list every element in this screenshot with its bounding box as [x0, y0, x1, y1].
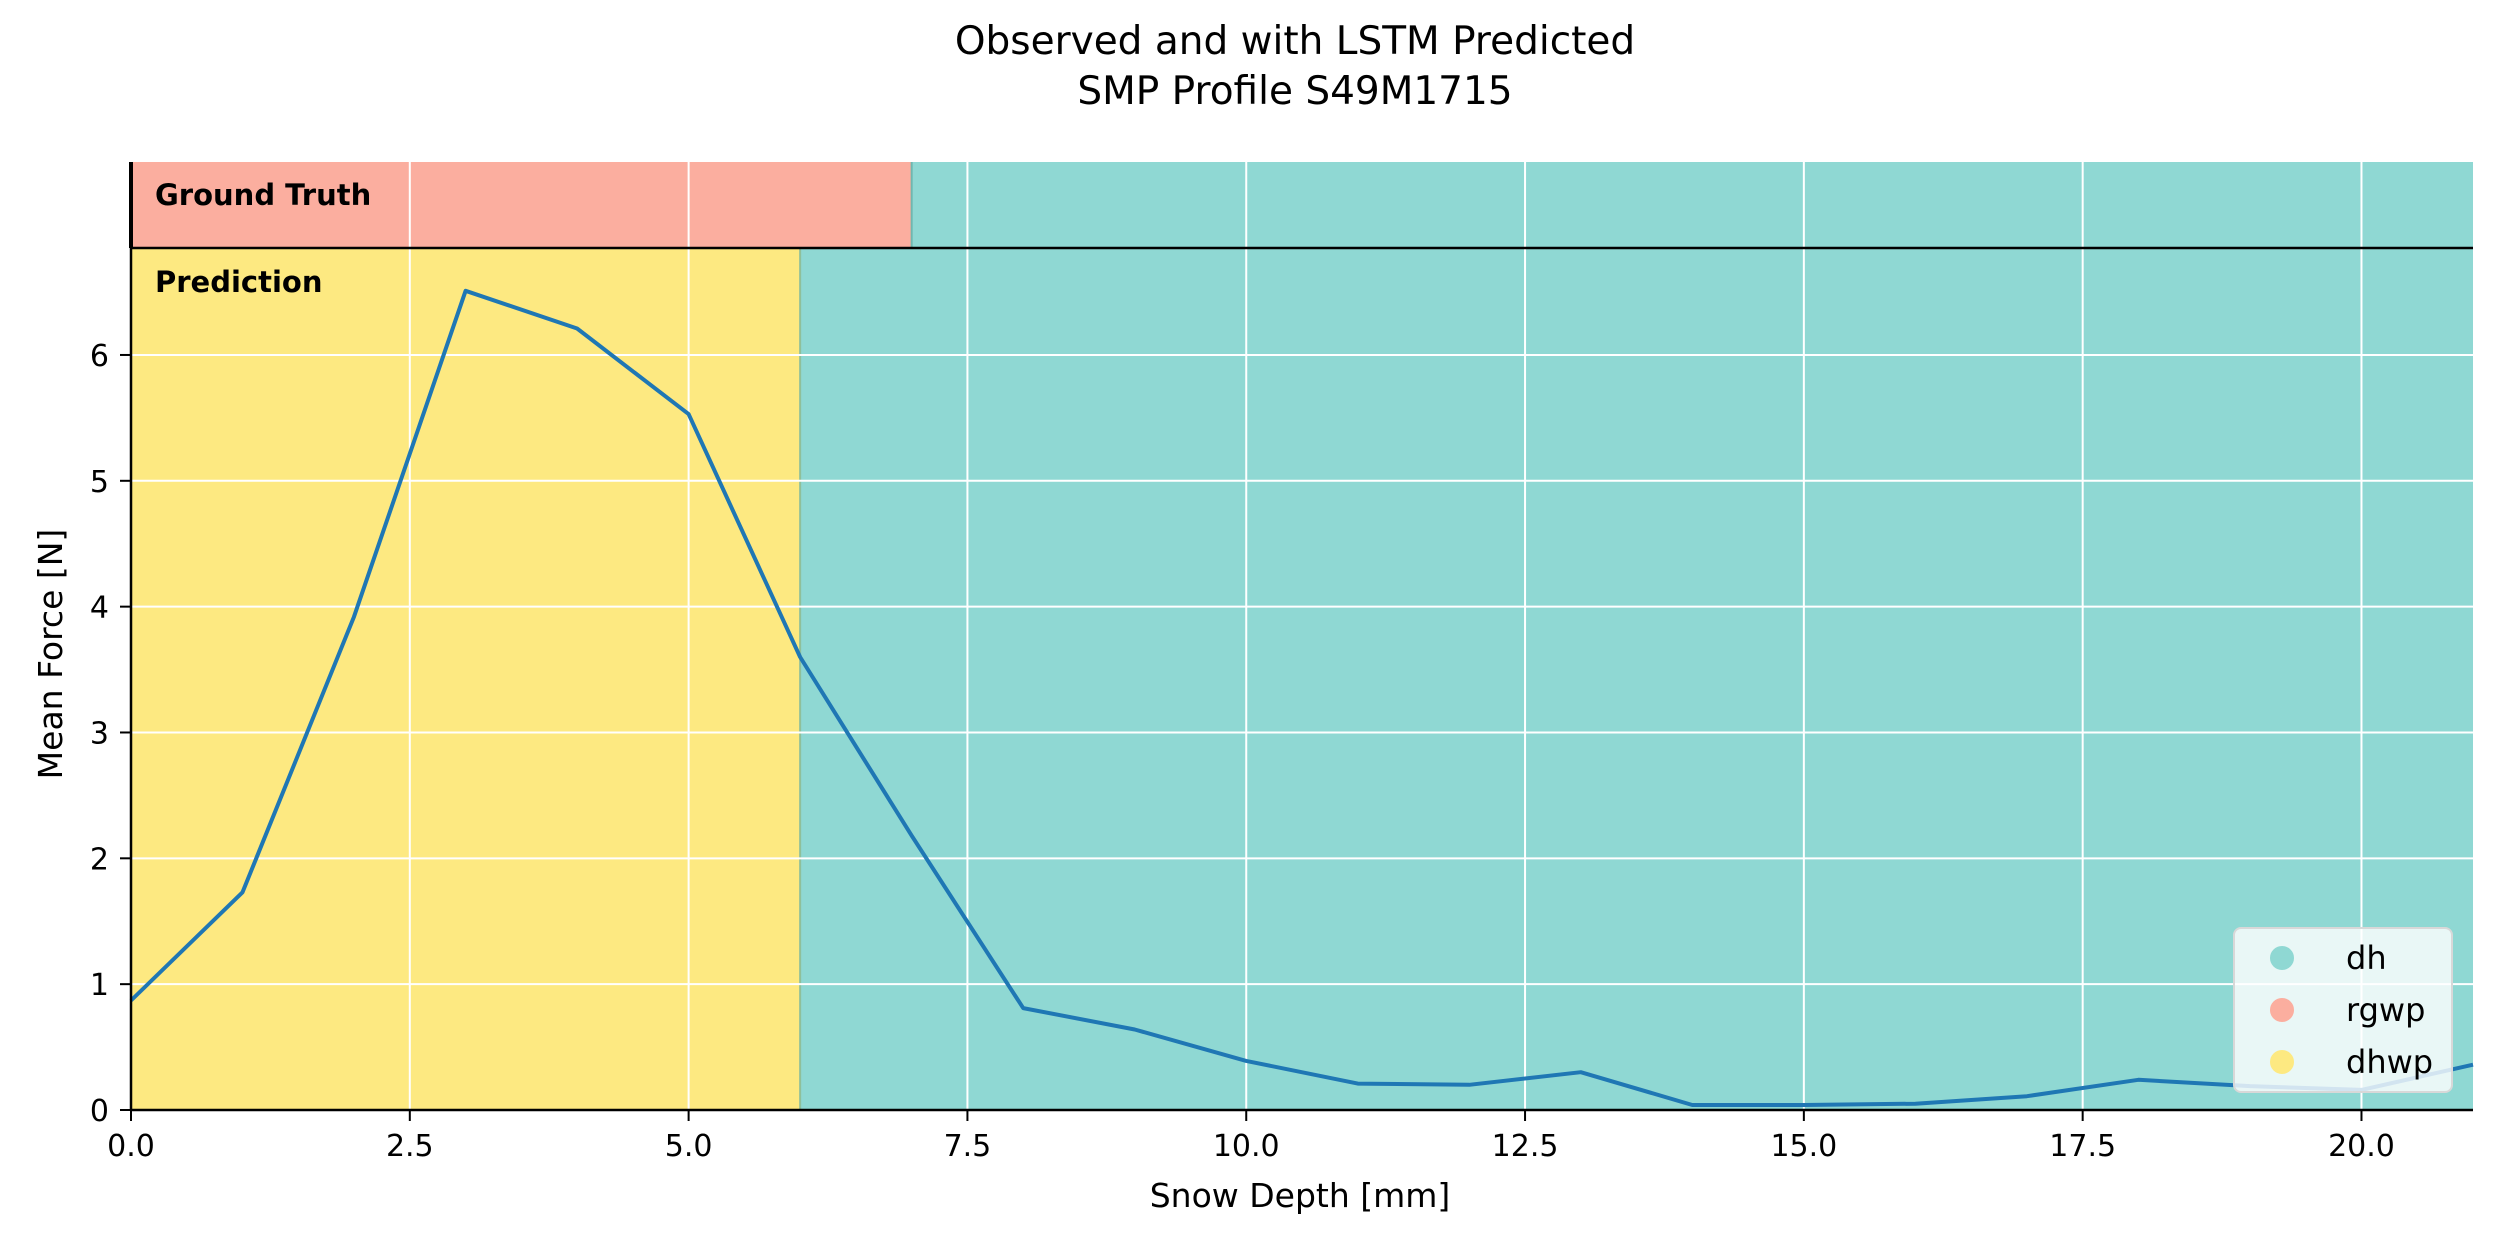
prediction-label: Prediction	[155, 265, 323, 299]
labels: Observed and with LSTM Predicted SMP Pro…	[31, 19, 1635, 1215]
legend-box	[2233, 927, 2453, 1093]
legend-label-dhwp: dhwp	[2346, 1043, 2433, 1081]
y-tick-label: 2	[90, 842, 109, 877]
chart-title-line-1: Observed and with LSTM Predicted	[955, 19, 1635, 64]
prediction-segment-dh	[800, 248, 2474, 1110]
ground-truth-segment-dh	[911, 162, 2473, 248]
chart-title-line-2: SMP Profile S49M1715	[1077, 69, 1512, 114]
y-tick-label: 5	[90, 465, 109, 500]
x-tick-label: 0.0	[107, 1129, 155, 1164]
ground-truth-segment-rgwp	[131, 162, 912, 248]
x-tick-label: 20.0	[2328, 1129, 2395, 1164]
x-tick-label: 17.5	[2049, 1129, 2116, 1164]
legend: dh rgwp dhwp	[2233, 927, 2453, 1093]
x-tick-label: 10.0	[1213, 1129, 1280, 1164]
ground-truth-label: Ground Truth	[155, 178, 371, 212]
y-tick-label: 6	[90, 339, 109, 374]
legend-label-dh: dh	[2346, 939, 2387, 977]
x-tick-label: 12.5	[1492, 1129, 1559, 1164]
legend-label-rgwp: rgwp	[2346, 991, 2425, 1029]
prediction-segment-dhwp	[131, 248, 801, 1110]
legend-marker-rgwp	[2270, 998, 2294, 1022]
axes	[120, 162, 2473, 1121]
tick-labels: 0.0 2.5 5.0 7.5 10.0 12.5 15.0 17.5 20.0 0 1 2 3 4 5 6	[90, 339, 2395, 1164]
legend-marker-dh	[2270, 946, 2294, 970]
x-tick-label: 15.0	[1770, 1129, 1837, 1164]
x-tick-label: 7.5	[944, 1129, 992, 1164]
series-line-0	[129, 288, 2474, 1107]
class-bands	[131, 162, 2474, 1110]
x-tick-label: 5.0	[665, 1129, 713, 1164]
series	[129, 288, 2474, 1107]
y-tick-label: 3	[90, 716, 109, 751]
y-axis-label: Mean Force [N]	[31, 529, 70, 780]
x-axis-label: Snow Depth [mm]	[1150, 1176, 1451, 1215]
x-tick-label: 2.5	[386, 1129, 434, 1164]
legend-marker-dhwp	[2270, 1050, 2294, 1074]
y-tick-label: 4	[90, 591, 109, 626]
y-tick-label: 0	[90, 1094, 109, 1129]
y-tick-label: 1	[90, 968, 109, 1003]
